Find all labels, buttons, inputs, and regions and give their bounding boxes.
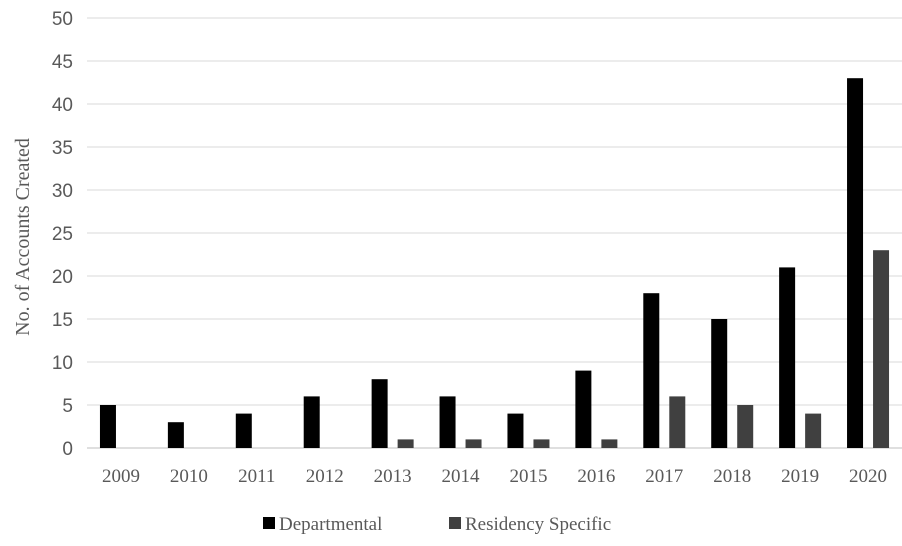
bar-departmental-2009 xyxy=(100,405,116,448)
legend-label: Departmental xyxy=(279,514,382,535)
y-tick-label: 5 xyxy=(62,396,73,417)
bars xyxy=(100,78,889,448)
bar-departmental-2018 xyxy=(711,319,727,448)
bar-departmental-2012 xyxy=(304,396,320,448)
x-tick-label: 2011 xyxy=(238,466,275,487)
x-tick-label: 2017 xyxy=(645,466,683,487)
y-tick-label: 45 xyxy=(52,52,73,73)
bar-residency-specific-2016 xyxy=(601,439,617,448)
legend-swatch xyxy=(449,517,461,529)
x-tick-label: 2020 xyxy=(849,466,887,487)
x-tick-label: 2009 xyxy=(102,466,140,487)
bar-departmental-2011 xyxy=(236,414,252,448)
x-tick-label: 2019 xyxy=(781,466,819,487)
x-tick-label: 2018 xyxy=(713,466,751,487)
x-tick-label: 2016 xyxy=(577,466,615,487)
bar-departmental-2010 xyxy=(168,422,184,448)
bar-residency-specific-2020 xyxy=(873,250,889,448)
legend-label: Residency Specific xyxy=(465,514,611,535)
x-tick-label: 2015 xyxy=(509,466,547,487)
x-tick-label: 2010 xyxy=(170,466,208,487)
y-tick-label: 0 xyxy=(62,439,73,460)
bar-departmental-2013 xyxy=(372,379,388,448)
y-tick-label: 20 xyxy=(52,267,73,288)
bar-departmental-2014 xyxy=(440,396,456,448)
y-tick-label: 35 xyxy=(52,138,73,159)
bar-residency-specific-2018 xyxy=(737,405,753,448)
bar-residency-specific-2014 xyxy=(466,439,482,448)
bar-residency-specific-2019 xyxy=(805,414,821,448)
bar-departmental-2017 xyxy=(643,293,659,448)
legend: Departmental Residency Specific xyxy=(263,514,611,535)
bar-departmental-2015 xyxy=(507,414,523,448)
bar-departmental-2016 xyxy=(575,371,591,448)
y-tick-label: 40 xyxy=(52,95,73,116)
x-axis-ticks: 2009 2010 2011 2012 2013 2014 2015 2016 2017 2018… xyxy=(102,466,887,487)
bar-residency-specific-2013 xyxy=(398,439,414,448)
bar-residency-specific-2017 xyxy=(669,396,685,448)
bar-departmental-2019 xyxy=(779,267,795,448)
y-tick-label: 15 xyxy=(52,310,73,331)
y-tick-label: 25 xyxy=(52,224,73,245)
legend-swatch xyxy=(263,517,275,529)
x-tick-label: 2013 xyxy=(374,466,412,487)
y-tick-label: 50 xyxy=(52,9,73,30)
x-tick-label: 2012 xyxy=(306,466,344,487)
y-axis-ticks: 0 5 10 15 20 25 30 35 40 45 50 xyxy=(52,9,73,460)
bar-residency-specific-2015 xyxy=(533,439,549,448)
bar-departmental-2020 xyxy=(847,78,863,448)
y-tick-label: 10 xyxy=(52,353,73,374)
x-tick-label: 2014 xyxy=(442,466,481,487)
y-tick-label: 30 xyxy=(52,181,73,202)
y-axis-label: No. of Accounts Created xyxy=(12,138,34,336)
